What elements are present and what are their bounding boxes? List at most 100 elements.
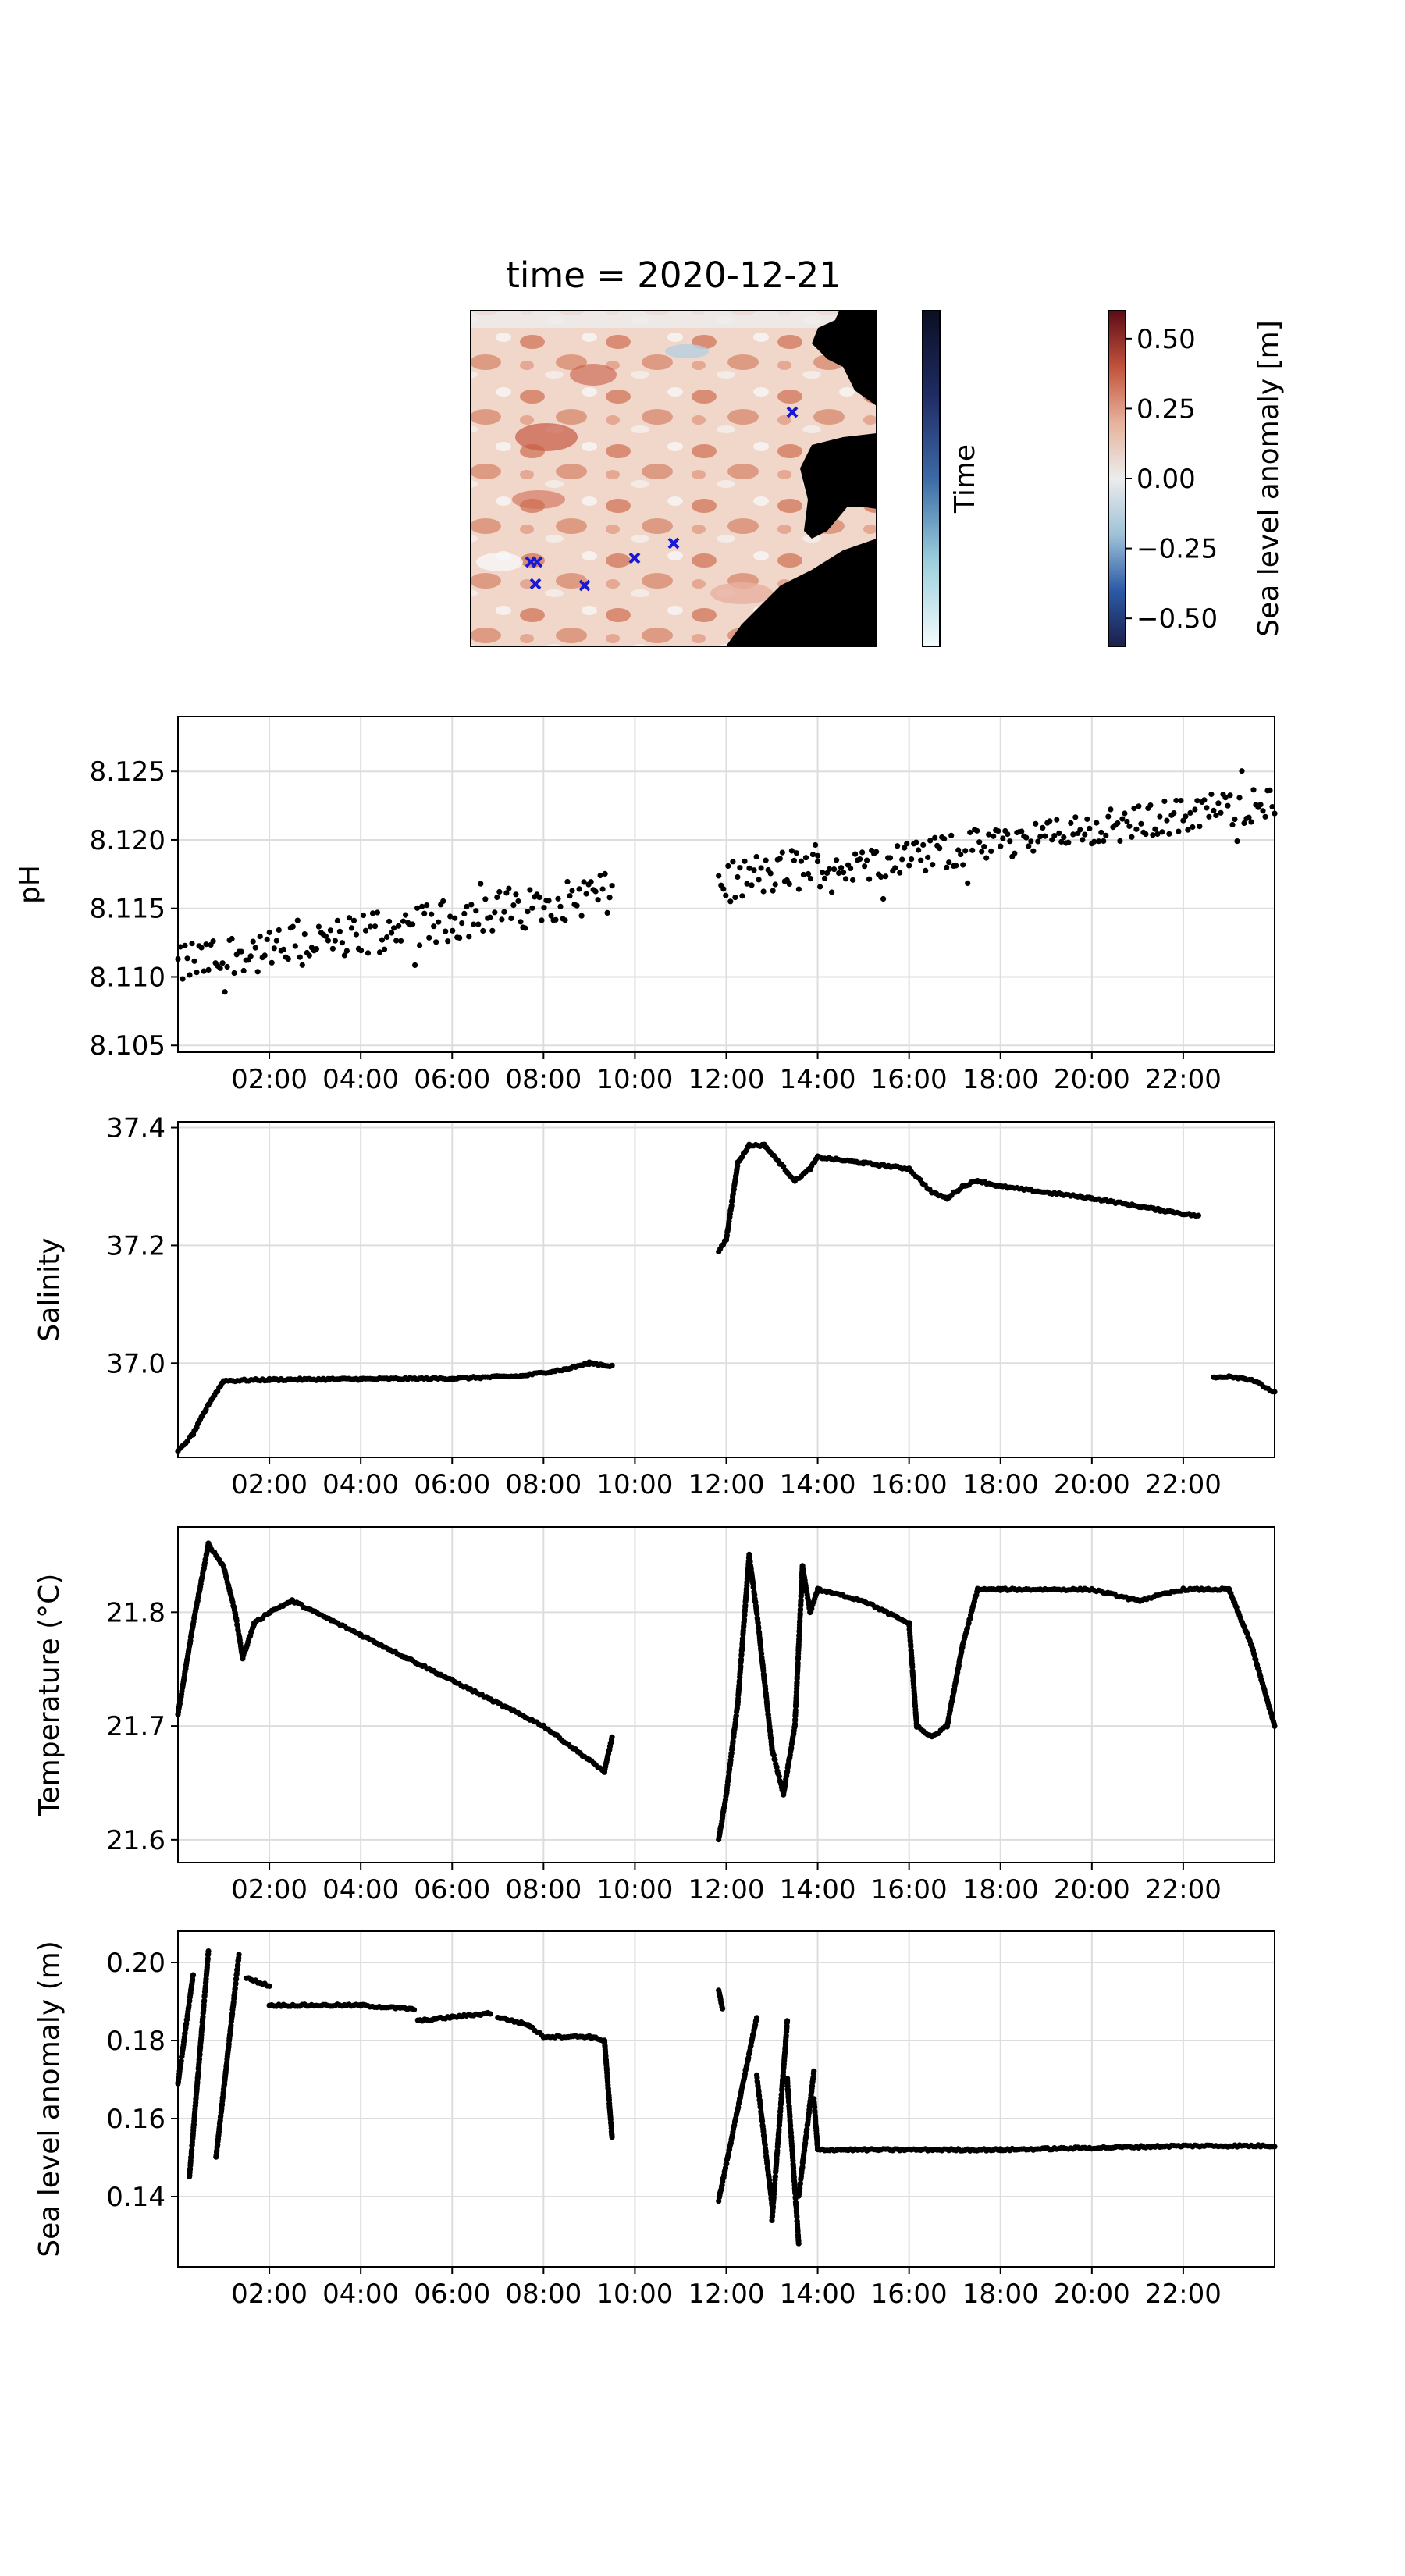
data-point: [276, 927, 282, 934]
temperature-panel: 21.6 21.7 21.8 02:00 04:00 06:00 08:00 10:00 12:…: [34, 1526, 1278, 1905]
data-point: [365, 950, 372, 956]
data-point: [1126, 823, 1133, 829]
data-point: [836, 870, 842, 877]
data-point: [480, 927, 486, 934]
data-point: [187, 972, 193, 978]
x-tick-label: 18:00: [962, 1469, 1039, 1500]
data-point: [536, 895, 542, 901]
data-point: [1131, 806, 1137, 812]
data-point: [1192, 806, 1198, 813]
y-tick-label: 8.105: [90, 1030, 165, 1062]
data-point: [772, 881, 778, 888]
data-point: [313, 946, 319, 952]
data-point: [740, 1635, 746, 1642]
data-point: [433, 939, 439, 945]
x-tick-label: 12:00: [688, 1469, 765, 1500]
data-point: [932, 834, 938, 841]
land-mass: [800, 433, 877, 539]
x-tick-label: 18:00: [962, 1874, 1039, 1905]
data-point: [892, 865, 898, 871]
sla-colorbar-tick-label: 0.50: [1136, 324, 1196, 355]
data-point: [228, 2023, 234, 2029]
x-tick-label: 22:00: [1145, 1064, 1222, 1095]
data-point: [362, 927, 369, 934]
data-point: [1236, 795, 1243, 801]
data-point: [1208, 791, 1215, 798]
data-point: [831, 866, 838, 873]
sea-anomaly-blob: [570, 364, 617, 386]
data-point: [372, 923, 379, 930]
data-point: [739, 893, 745, 899]
data-point: [923, 867, 929, 873]
data-point: [422, 910, 428, 916]
data-point: [581, 879, 587, 885]
data-point: [515, 898, 521, 905]
data-point: [499, 916, 505, 923]
x-tick-label: 04:00: [322, 2279, 399, 2310]
data-point: [525, 909, 531, 915]
x-tick-label: 02:00: [231, 2279, 308, 2310]
data-point: [1215, 800, 1222, 806]
data-point: [222, 989, 228, 995]
data-point: [984, 855, 990, 861]
data-point: [838, 865, 845, 871]
data-point: [386, 918, 393, 924]
data-points: [175, 1540, 1278, 1843]
data-point: [1229, 821, 1236, 828]
y-tick-label: 37.2: [106, 1230, 165, 1261]
data-point: [757, 2105, 764, 2111]
data-point: [450, 927, 456, 934]
data-point: [735, 873, 741, 881]
data-point: [553, 916, 559, 923]
x-tick-label: 04:00: [322, 1874, 399, 1905]
data-point: [510, 902, 517, 909]
x-tick-label: 16:00: [871, 1874, 948, 1905]
data-point: [1124, 818, 1130, 825]
data-point: [986, 831, 992, 838]
data-point: [569, 888, 575, 894]
data-point: [381, 946, 388, 952]
data-point: [909, 1663, 916, 1670]
map-markers: [525, 406, 799, 592]
time-colorbar: [922, 310, 941, 647]
data-point: [763, 857, 769, 863]
data-point: [887, 855, 894, 861]
data-point: [902, 845, 908, 851]
x-tick-label: 20:00: [1054, 2279, 1130, 2310]
data-point: [758, 865, 764, 871]
sla-colorbar-tick-label: 0.00: [1136, 464, 1196, 495]
data-point: [468, 902, 475, 908]
data-point: [1094, 820, 1100, 826]
data-point: [750, 1585, 757, 1591]
data-point: [219, 960, 226, 966]
data-point: [883, 873, 889, 880]
data-point: [1143, 831, 1149, 838]
data-point: [1105, 813, 1112, 820]
data-point: [475, 921, 482, 927]
data-point: [1023, 834, 1030, 841]
data-point: [567, 893, 573, 899]
data-point: [1077, 827, 1083, 833]
data-point: [948, 832, 955, 838]
data-point: [189, 941, 195, 947]
data-point: [431, 923, 437, 930]
data-point: [895, 843, 901, 849]
data-point: [240, 967, 247, 974]
data-point: [1201, 797, 1208, 803]
data-point: [873, 849, 880, 855]
data-point: [746, 865, 752, 871]
data-point: [1157, 813, 1163, 820]
data-point: [426, 934, 432, 941]
data-point: [557, 903, 564, 909]
x-tick-label: 14:00: [780, 1874, 856, 1905]
data-point: [182, 942, 188, 948]
data-point: [299, 962, 305, 968]
data-point: [1260, 808, 1266, 814]
data-point: [429, 911, 435, 917]
data-point: [918, 857, 924, 863]
salinity-panel: 37.0 37.2 37.4 02:00 04:00 06:00 08:00 10:00 12:…: [34, 1113, 1278, 1500]
data-point: [937, 845, 943, 852]
data-point: [976, 839, 983, 845]
data-point: [779, 849, 785, 856]
land-mass: [812, 311, 877, 406]
